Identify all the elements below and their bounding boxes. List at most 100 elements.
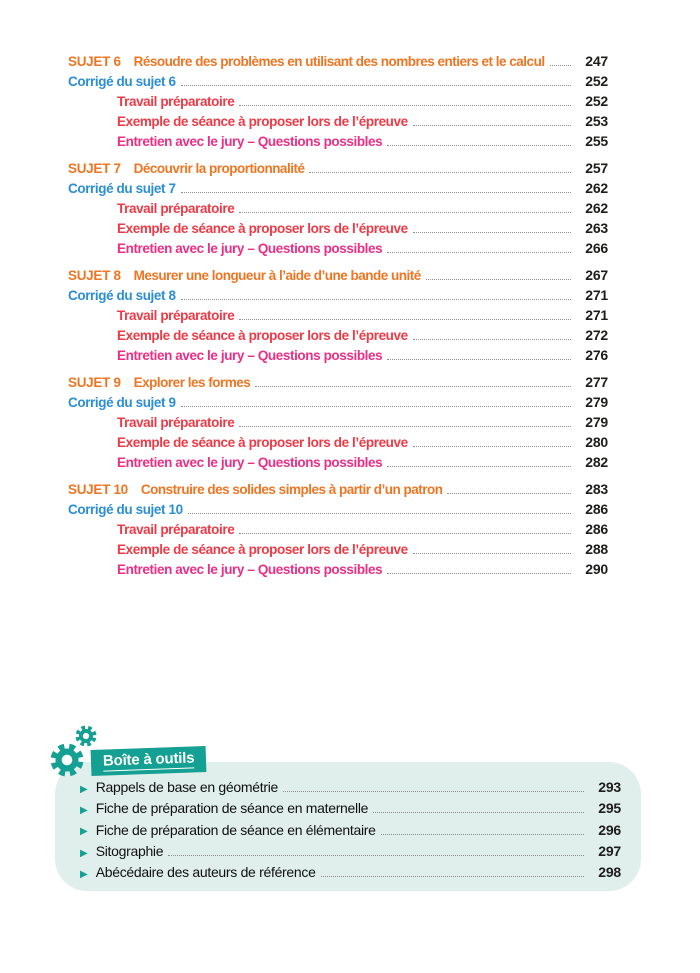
toc-section: SUJET 6 Résoudre des problèmes en utilis… — [68, 53, 608, 153]
toc-entry-sub[interactable]: Exemple de séance à proposer lors de l’é… — [68, 327, 608, 347]
dotted-leader — [387, 455, 571, 467]
dotted-leader — [549, 54, 571, 66]
toc-entry-sub[interactable]: Travail préparatoire 252 — [68, 93, 608, 113]
page-number: 263 — [585, 220, 608, 236]
page-number: 271 — [585, 307, 608, 323]
toc-entry-sub[interactable]: Travail préparatoire 271 — [68, 307, 608, 327]
toolbox-entry-label: Sitographie — [95, 842, 164, 859]
dotted-leader — [412, 328, 571, 340]
toolbox-entry-label: Abécédaire des auteurs de référence — [95, 864, 316, 881]
toc-entry-sub[interactable]: Exemple de séance à proposer lors de l’é… — [68, 220, 608, 240]
page-number: 286 — [585, 501, 608, 517]
toolbox-entry[interactable]: ▶ Fiche de préparation de séance en mate… — [80, 800, 621, 821]
corrige-label: Corrigé du sujet 10 — [68, 502, 183, 517]
toc-entry-sub[interactable]: Entretien avec le jury – Questions possi… — [68, 240, 608, 260]
page-number: 296 — [598, 821, 621, 838]
dotted-leader — [412, 221, 571, 233]
toc-entry-sub[interactable]: Exemple de séance à proposer lors de l’é… — [68, 434, 608, 454]
toc-entry-sub[interactable]: Entretien avec le jury – Questions possi… — [68, 133, 608, 153]
page-number: 288 — [585, 541, 608, 557]
toolbox-entry[interactable]: ▶ Rappels de base en géométrie 293 — [80, 779, 621, 800]
toc-entry-corrige[interactable]: Corrigé du sujet 7 262 — [68, 180, 608, 200]
page-number: 295 — [598, 800, 621, 817]
page-number: 293 — [598, 779, 621, 795]
toc-entry-subject[interactable]: SUJET 9 Explorer les formes 277 — [68, 374, 608, 394]
toc-entry-sub[interactable]: Travail préparatoire 262 — [68, 200, 608, 220]
toc-entry-sub[interactable]: Travail préparatoire 279 — [68, 414, 608, 434]
subject-title: Explorer les formes — [133, 375, 251, 390]
sub-entry-label: Entretien avec le jury – Questions possi… — [117, 348, 383, 363]
toc-entry-corrige[interactable]: Corrigé du sujet 10 286 — [68, 501, 608, 521]
dotted-leader — [283, 780, 584, 792]
page-number: 266 — [585, 240, 608, 256]
gears-icon — [50, 722, 102, 780]
subject-number-label: SUJET 6 — [68, 54, 121, 69]
sub-entry-label: Travail préparatoire — [117, 308, 235, 323]
toolbox-entry[interactable]: ▶ Fiche de préparation de séance en élém… — [80, 822, 621, 843]
sub-entry-label: Travail préparatoire — [117, 94, 235, 109]
sub-entry-label: Exemple de séance à proposer lors de l’é… — [117, 435, 408, 450]
page-number: 255 — [585, 133, 608, 149]
toc-section: SUJET 10 Construire des solides simples … — [68, 481, 608, 581]
corrige-label: Corrigé du sujet 7 — [68, 181, 176, 196]
page-number: 276 — [585, 347, 608, 363]
dotted-leader — [255, 375, 571, 387]
page-number: 282 — [585, 454, 608, 470]
dotted-leader — [412, 114, 571, 126]
toolbox-entry-label: Fiche de préparation de séance en élémen… — [95, 821, 376, 838]
toolbox-entry[interactable]: ▶ Abécédaire des auteurs de référence 29… — [80, 864, 621, 885]
toc-entry-subject[interactable]: SUJET 7 Découvrir la proportionnalité 25… — [68, 160, 608, 180]
page-number: 252 — [585, 93, 608, 109]
sub-entry-label: Exemple de séance à proposer lors de l’é… — [117, 114, 408, 129]
toc-section: SUJET 8 Mesurer une longueur à l’aide d’… — [68, 267, 608, 367]
triangle-bullet-icon: ▶ — [80, 804, 88, 816]
toc-entry-subject[interactable]: SUJET 6 Résoudre des problèmes en utilis… — [68, 53, 608, 73]
toc-entry-subject[interactable]: SUJET 8 Mesurer une longueur à l’aide d’… — [68, 267, 608, 287]
page-number: 283 — [585, 481, 608, 497]
dotted-leader — [309, 161, 571, 173]
sub-entry-label: Travail préparatoire — [117, 201, 235, 216]
toc-entry-sub[interactable]: Entretien avec le jury – Questions possi… — [68, 561, 608, 581]
sub-entry-label: Entretien avec le jury – Questions possi… — [117, 134, 383, 149]
toc-entry-subject[interactable]: SUJET 10 Construire des solides simples … — [68, 481, 608, 501]
dotted-leader — [239, 308, 571, 320]
dotted-leader — [380, 823, 584, 835]
sub-entry-label: Entretien avec le jury – Questions possi… — [117, 562, 383, 577]
dotted-leader — [180, 74, 571, 86]
page-number: 247 — [585, 53, 608, 69]
dotted-leader — [412, 542, 571, 554]
page-number: 290 — [585, 561, 608, 577]
page-number: 279 — [585, 394, 608, 410]
toc-entry-sub[interactable]: Entretien avec le jury – Questions possi… — [68, 347, 608, 367]
subject-number-label: SUJET 8 — [68, 268, 121, 283]
dotted-leader — [187, 502, 571, 514]
toc-entry-sub[interactable]: Travail préparatoire 286 — [68, 521, 608, 541]
dotted-leader — [425, 268, 571, 280]
toc-entry-corrige[interactable]: Corrigé du sujet 8 271 — [68, 287, 608, 307]
toc-list: SUJET 6 Résoudre des problèmes en utilis… — [68, 53, 608, 588]
sub-entry-label: Exemple de séance à proposer lors de l’é… — [117, 328, 408, 343]
toolbox-panel — [55, 762, 641, 891]
sub-entry-label: Exemple de séance à proposer lors de l’é… — [117, 221, 408, 236]
page-number: 271 — [585, 287, 608, 303]
toolbox-entry[interactable]: ▶ Sitographie 297 — [80, 843, 621, 864]
dotted-leader — [387, 348, 571, 360]
toc-entry-corrige[interactable]: Corrigé du sujet 9 279 — [68, 394, 608, 414]
dotted-leader — [239, 94, 571, 106]
subject-number-label: SUJET 10 — [68, 482, 128, 497]
toc-entry-sub[interactable]: Exemple de séance à proposer lors de l’é… — [68, 113, 608, 133]
toc-entry-corrige[interactable]: Corrigé du sujet 6 252 — [68, 73, 608, 93]
page-number: 253 — [585, 113, 608, 129]
page-number: 252 — [585, 73, 608, 89]
subject-title: Résoudre des problèmes en utilisant des … — [133, 54, 545, 69]
sub-entry-label: Entretien avec le jury – Questions possi… — [117, 241, 383, 256]
toc-entry-sub[interactable]: Exemple de séance à proposer lors de l’é… — [68, 541, 608, 561]
page-number: 257 — [585, 160, 608, 176]
dotted-leader — [239, 522, 571, 534]
corrige-label: Corrigé du sujet 6 — [68, 74, 176, 89]
dotted-leader — [180, 395, 571, 407]
page-number: 272 — [585, 327, 608, 343]
toc-entry-sub[interactable]: Entretien avec le jury – Questions possi… — [68, 454, 608, 474]
page-number: 298 — [598, 864, 621, 881]
page-number: 267 — [585, 267, 608, 283]
